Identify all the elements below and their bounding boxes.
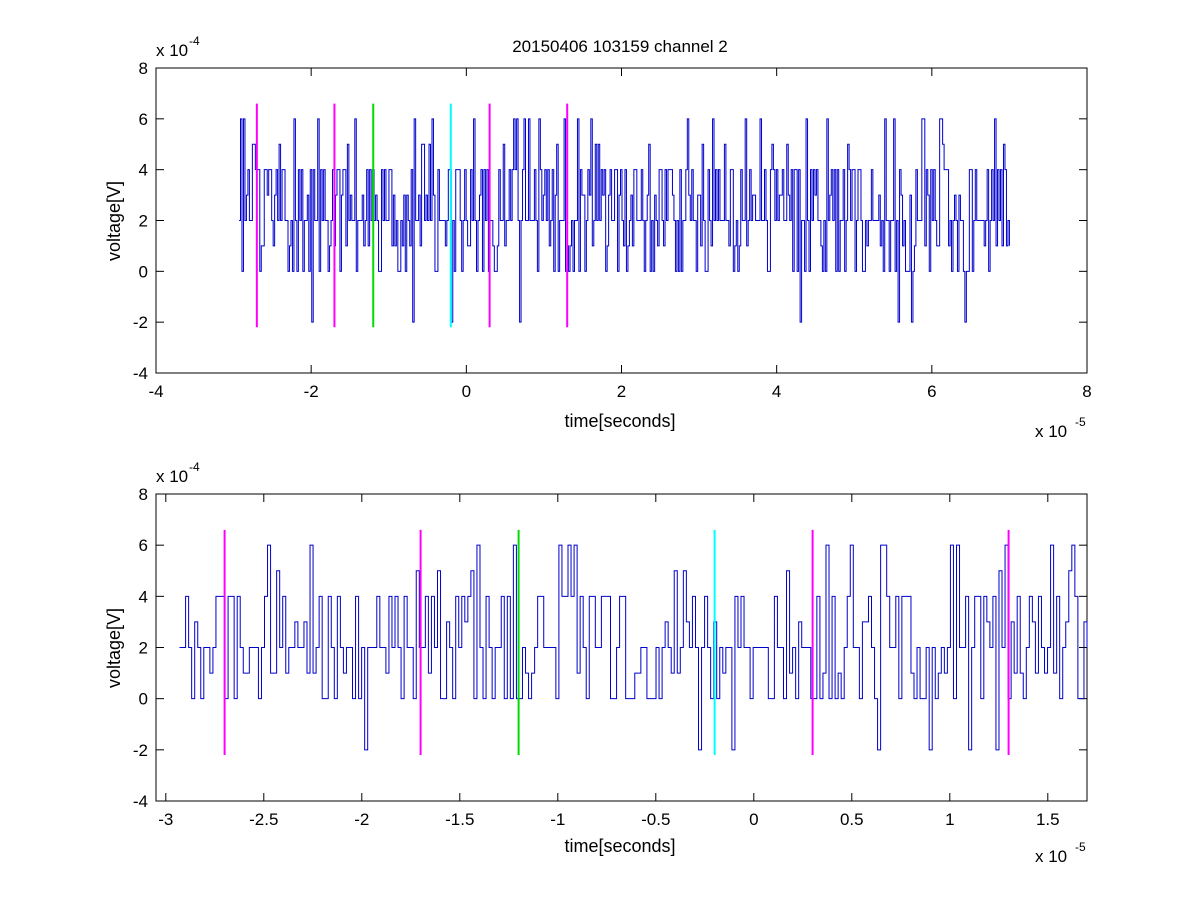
x-tick-label: -2 bbox=[354, 810, 369, 829]
y-tick-label: 6 bbox=[139, 110, 148, 129]
y-tick-label: 8 bbox=[139, 485, 148, 504]
top-marker-group bbox=[255, 103, 569, 328]
bottom-x-axis-label: time[seconds] bbox=[564, 836, 675, 856]
x-tick-label: -4 bbox=[148, 382, 163, 401]
top-signal-group bbox=[239, 118, 1010, 323]
top-x-scale-base: x 10 bbox=[1035, 422, 1067, 441]
x-tick-label: -1.5 bbox=[445, 810, 474, 829]
x-tick-label: 6 bbox=[927, 382, 936, 401]
bottom-y-axis-label: voltage[V] bbox=[104, 608, 124, 688]
top-tick-group: -4 -2 0 2 4 6 8 -4 -2 0 2 4 6 8 bbox=[133, 59, 1092, 401]
bottom-y-scale-base: x 10 bbox=[156, 467, 188, 486]
x-tick-label: 0.5 bbox=[840, 810, 864, 829]
x-tick-label: 0 bbox=[749, 810, 758, 829]
y-tick-label: 6 bbox=[139, 536, 148, 555]
y-tick-label: 4 bbox=[139, 587, 148, 606]
bottom-axes: -3 -2.5 -2 -1.5 -1 -0.5 0 0.5 1 1.5 -4 -2 0 2 4 6 8 x 10… bbox=[104, 460, 1088, 866]
x-tick-label: 2 bbox=[617, 382, 626, 401]
top-y-axis-label: voltage[V] bbox=[104, 181, 124, 261]
voltage-trace-line bbox=[239, 118, 1010, 323]
y-tick-label: -2 bbox=[133, 313, 148, 332]
x-tick-label: -2 bbox=[304, 382, 319, 401]
y-tick-label: -4 bbox=[133, 792, 148, 811]
y-tick-label: -2 bbox=[133, 741, 148, 760]
figure-title: 20150406 103159 channel 2 bbox=[512, 37, 728, 56]
bottom-signal-group bbox=[179, 544, 1088, 751]
y-tick-label: 2 bbox=[139, 639, 148, 658]
x-tick-label: 4 bbox=[772, 382, 781, 401]
y-tick-label: 0 bbox=[139, 690, 148, 709]
top-y-scale-base: x 10 bbox=[156, 41, 188, 60]
bottom-marker-group bbox=[223, 529, 1010, 755]
top-x-axis-label: time[seconds] bbox=[564, 411, 675, 431]
x-tick-label: 0 bbox=[462, 382, 471, 401]
x-tick-label: 8 bbox=[1082, 382, 1091, 401]
x-tick-label: -0.5 bbox=[641, 810, 670, 829]
x-tick-label: 1.5 bbox=[1036, 810, 1060, 829]
x-tick-label: 1 bbox=[945, 810, 954, 829]
y-tick-label: -4 bbox=[133, 364, 148, 383]
bottom-tick-group: -3 -2.5 -2 -1.5 -1 -0.5 0 0.5 1 1.5 -4 -2 0 2 4 6 8 bbox=[133, 485, 1087, 829]
x-tick-label: -2.5 bbox=[249, 810, 278, 829]
x-tick-label: -1 bbox=[550, 810, 565, 829]
y-tick-label: 2 bbox=[139, 212, 148, 231]
voltage-trace-line bbox=[179, 544, 1088, 751]
bottom-x-scale-base: x 10 bbox=[1035, 847, 1067, 866]
x-tick-label: -3 bbox=[158, 810, 173, 829]
bottom-x-scale-exp: -5 bbox=[1075, 840, 1086, 854]
bottom-y-scale-exp: -4 bbox=[189, 460, 200, 474]
top-axes: -4 -2 0 2 4 6 8 -4 -2 0 2 4 6 8 x 10 -4 time[seconds]… bbox=[104, 34, 1092, 441]
top-y-scale-exp: -4 bbox=[189, 34, 200, 48]
y-tick-label: 0 bbox=[139, 262, 148, 281]
top-x-scale-exp: -5 bbox=[1075, 415, 1086, 429]
y-tick-label: 4 bbox=[139, 161, 148, 180]
y-tick-label: 8 bbox=[139, 59, 148, 78]
